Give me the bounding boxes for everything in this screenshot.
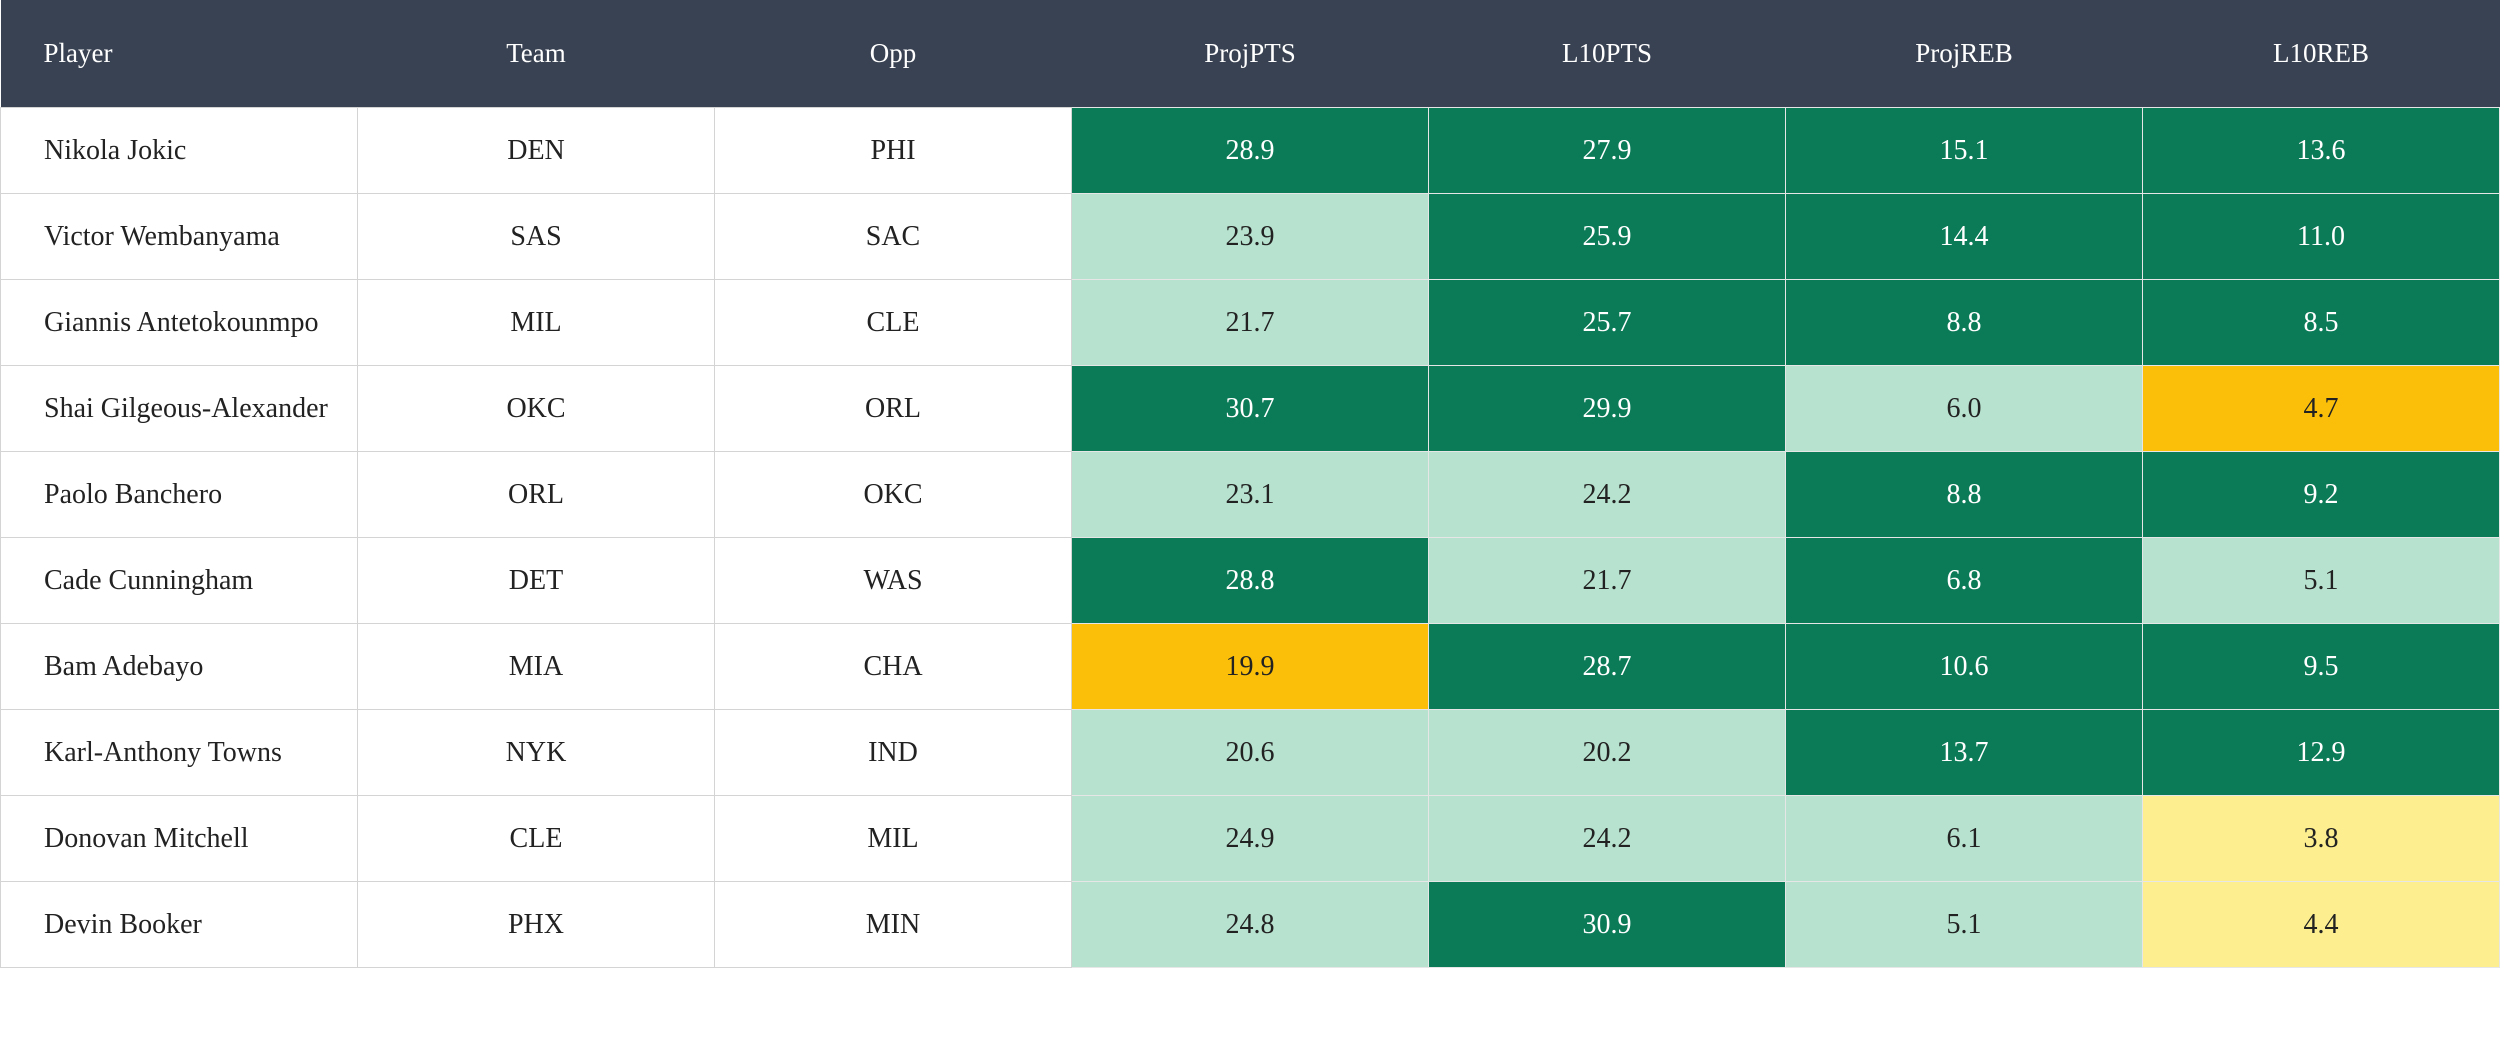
player-cell: Shai Gilgeous-Alexander bbox=[0, 365, 358, 452]
table-cell: 14.4 bbox=[1785, 193, 2143, 280]
table-cell: 28.8 bbox=[1071, 537, 1429, 624]
table-cell: 9.5 bbox=[2142, 623, 2500, 710]
table-header: Player Team Opp ProjPTS L10PTS ProjREB L10REB bbox=[0, 0, 2500, 108]
player-cell: Paolo Banchero bbox=[0, 451, 358, 538]
column-header: Opp bbox=[714, 0, 1072, 108]
table-cell: 4.4 bbox=[2142, 881, 2500, 968]
table-cell: WAS bbox=[714, 537, 1072, 624]
header-row: Player Team Opp ProjPTS L10PTS ProjREB L10REB bbox=[0, 0, 2500, 108]
table-row: Paolo Banchero ORL OKC 23.1 24.2 8.8 9.2 bbox=[0, 451, 2500, 538]
table-cell: 25.9 bbox=[1428, 193, 1786, 280]
stats-table: Player Team Opp ProjPTS L10PTS ProjREB L10REB … bbox=[0, 0, 2500, 968]
table-cell: 11.0 bbox=[2142, 193, 2500, 280]
table-row: Bam Adebayo MIA CHA 19.9 28.7 10.6 9.5 bbox=[0, 623, 2500, 710]
table-cell: CLE bbox=[357, 795, 715, 882]
table-cell: MIA bbox=[357, 623, 715, 710]
table-cell: 29.9 bbox=[1428, 365, 1786, 452]
table-cell: CLE bbox=[714, 279, 1072, 366]
table-cell: 30.7 bbox=[1071, 365, 1429, 452]
table-cell: 13.7 bbox=[1785, 709, 2143, 796]
table-cell: 24.2 bbox=[1428, 795, 1786, 882]
table-body: Nikola Jokic DEN PHI 28.9 27.9 15.1 13.6 Victor… bbox=[0, 107, 2500, 968]
table-cell: MIL bbox=[714, 795, 1072, 882]
player-cell: Giannis Antetokounmpo bbox=[0, 279, 358, 366]
player-cell: Nikola Jokic bbox=[0, 107, 358, 194]
player-cell: Bam Adebayo bbox=[0, 623, 358, 710]
table-cell: 6.0 bbox=[1785, 365, 2143, 452]
table-cell: OKC bbox=[357, 365, 715, 452]
player-cell: Cade Cunningham bbox=[0, 537, 358, 624]
table-cell: DEN bbox=[357, 107, 715, 194]
column-header: L10REB bbox=[2142, 0, 2500, 108]
table-cell: PHX bbox=[357, 881, 715, 968]
table-cell: 20.6 bbox=[1071, 709, 1429, 796]
table-cell: IND bbox=[714, 709, 1072, 796]
table-cell: OKC bbox=[714, 451, 1072, 538]
table-cell: 28.9 bbox=[1071, 107, 1429, 194]
table-cell: 19.9 bbox=[1071, 623, 1429, 710]
table-row: Giannis Antetokounmpo MIL CLE 21.7 25.7 8.8 8.… bbox=[0, 279, 2500, 366]
table-cell: ORL bbox=[714, 365, 1072, 452]
table-cell: 21.7 bbox=[1071, 279, 1429, 366]
table-cell: 5.1 bbox=[2142, 537, 2500, 624]
table-row: Nikola Jokic DEN PHI 28.9 27.9 15.1 13.6 bbox=[0, 107, 2500, 194]
table-cell: 3.8 bbox=[2142, 795, 2500, 882]
table-cell: 15.1 bbox=[1785, 107, 2143, 194]
table-row: Victor Wembanyama SAS SAC 23.9 25.9 14.4 11.0 bbox=[0, 193, 2500, 280]
column-header: Player bbox=[0, 0, 358, 108]
table-row: Devin Booker PHX MIN 24.8 30.9 5.1 4.4 bbox=[0, 881, 2500, 968]
table-cell: 5.1 bbox=[1785, 881, 2143, 968]
table-cell: ORL bbox=[357, 451, 715, 538]
table-cell: PHI bbox=[714, 107, 1072, 194]
table-cell: 23.9 bbox=[1071, 193, 1429, 280]
table-row: Donovan Mitchell CLE MIL 24.9 24.2 6.1 3.8 bbox=[0, 795, 2500, 882]
column-header: ProjPTS bbox=[1071, 0, 1429, 108]
table-cell: 24.8 bbox=[1071, 881, 1429, 968]
table-cell: SAS bbox=[357, 193, 715, 280]
table-cell: 24.2 bbox=[1428, 451, 1786, 538]
table-cell: 6.8 bbox=[1785, 537, 2143, 624]
table-cell: 21.7 bbox=[1428, 537, 1786, 624]
player-cell: Victor Wembanyama bbox=[0, 193, 358, 280]
table-cell: 20.2 bbox=[1428, 709, 1786, 796]
table-cell: 30.9 bbox=[1428, 881, 1786, 968]
table-cell: 8.5 bbox=[2142, 279, 2500, 366]
table-row: Cade Cunningham DET WAS 28.8 21.7 6.8 5.1 bbox=[0, 537, 2500, 624]
player-cell: Donovan Mitchell bbox=[0, 795, 358, 882]
table-row: Shai Gilgeous-Alexander OKC ORL 30.7 29.9 6.0… bbox=[0, 365, 2500, 452]
table-cell: 27.9 bbox=[1428, 107, 1786, 194]
table-cell: SAC bbox=[714, 193, 1072, 280]
table-cell: 25.7 bbox=[1428, 279, 1786, 366]
player-cell: Karl-Anthony Towns bbox=[0, 709, 358, 796]
table-cell: 28.7 bbox=[1428, 623, 1786, 710]
table-cell: 9.2 bbox=[2142, 451, 2500, 538]
table-cell: 8.8 bbox=[1785, 279, 2143, 366]
column-header: Team bbox=[357, 0, 715, 108]
column-header: L10PTS bbox=[1428, 0, 1786, 108]
table-cell: 13.6 bbox=[2142, 107, 2500, 194]
table-cell: NYK bbox=[357, 709, 715, 796]
table-cell: MIN bbox=[714, 881, 1072, 968]
table-cell: 10.6 bbox=[1785, 623, 2143, 710]
table-cell: 23.1 bbox=[1071, 451, 1429, 538]
table-cell: 8.8 bbox=[1785, 451, 2143, 538]
column-header: ProjREB bbox=[1785, 0, 2143, 108]
table-cell: 24.9 bbox=[1071, 795, 1429, 882]
table-cell: 12.9 bbox=[2142, 709, 2500, 796]
table-cell: 4.7 bbox=[2142, 365, 2500, 452]
table-cell: DET bbox=[357, 537, 715, 624]
table-cell: CHA bbox=[714, 623, 1072, 710]
table-cell: MIL bbox=[357, 279, 715, 366]
player-cell: Devin Booker bbox=[0, 881, 358, 968]
table-row: Karl-Anthony Towns NYK IND 20.6 20.2 13.7 12.9 bbox=[0, 709, 2500, 796]
table-cell: 6.1 bbox=[1785, 795, 2143, 882]
